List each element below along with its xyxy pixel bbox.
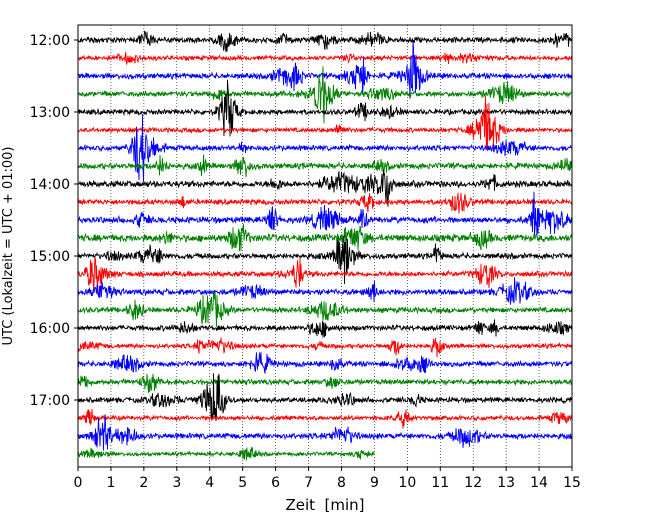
trace-1645 — [77, 373, 573, 393]
y-tick-label-17:00: 17:00 — [30, 393, 70, 409]
x-tick-label-12: 12 — [464, 475, 482, 491]
y-axis-ticks: 12:00 13:00 14:00 15:00 16:00 17:00 — [30, 33, 78, 409]
trace-1600 — [77, 319, 573, 338]
trace-1715 — [77, 409, 573, 429]
plot-area — [78, 25, 572, 467]
trace-1200 — [77, 30, 573, 53]
trace-1245 — [77, 66, 573, 124]
x-tick-label-15: 15 — [563, 475, 581, 491]
trace-1230 — [77, 41, 573, 99]
x-axis-ticks: 0 1 2 3 4 5 6 7 8 9 10 11 12 13 14 15 — [74, 467, 581, 491]
trace-1530 — [77, 277, 573, 305]
trace-1345 — [77, 154, 573, 178]
trace-1300 — [77, 79, 573, 137]
y-tick-label-14:00: 14:00 — [30, 177, 70, 193]
trace-1445 — [77, 223, 573, 252]
x-tick-label-0: 0 — [74, 475, 83, 491]
x-tick-label-13: 13 — [497, 475, 515, 491]
trace-1630 — [77, 352, 573, 374]
seismic-traces — [77, 30, 573, 461]
x-tick-label-8: 8 — [337, 475, 346, 491]
y-tick-label-12:00: 12:00 — [30, 33, 70, 49]
trace-1315 — [77, 95, 573, 152]
y-axis-label: UTC (Lokalzeit = UTC + 01:00) — [1, 147, 16, 346]
trace-1515 — [77, 257, 573, 295]
trace-1430 — [77, 191, 573, 238]
trace-1215 — [77, 52, 573, 66]
x-tick-label-5: 5 — [238, 475, 247, 491]
x-tick-label-7: 7 — [304, 475, 313, 491]
trace-1615 — [77, 337, 573, 358]
x-tick-label-3: 3 — [172, 475, 181, 491]
x-tick-label-4: 4 — [205, 475, 214, 491]
trace-1700 — [77, 373, 573, 421]
trace-1730 — [77, 414, 573, 451]
trace-1330 — [77, 114, 573, 182]
x-tick-label-9: 9 — [370, 475, 379, 491]
y-tick-label-15:00: 15:00 — [30, 249, 70, 265]
x-tick-label-10: 10 — [398, 475, 416, 491]
x-tick-label-14: 14 — [530, 475, 548, 491]
x-tick-label-11: 11 — [431, 475, 449, 491]
trace-1745 — [77, 447, 375, 461]
x-tick-label-1: 1 — [106, 475, 115, 491]
x-axis-label: Zeit [min] — [285, 496, 364, 514]
trace-1500 — [77, 236, 573, 285]
trace-1400 — [77, 169, 573, 207]
y-tick-label-16:00: 16:00 — [30, 321, 70, 337]
x-tick-label-2: 2 — [139, 475, 148, 491]
x-tick-label-6: 6 — [271, 475, 280, 491]
trace-1415 — [77, 192, 573, 214]
plot-frame — [77, 24, 573, 468]
trace-1545 — [77, 289, 573, 327]
y-tick-label-13:00: 13:00 — [30, 105, 70, 121]
